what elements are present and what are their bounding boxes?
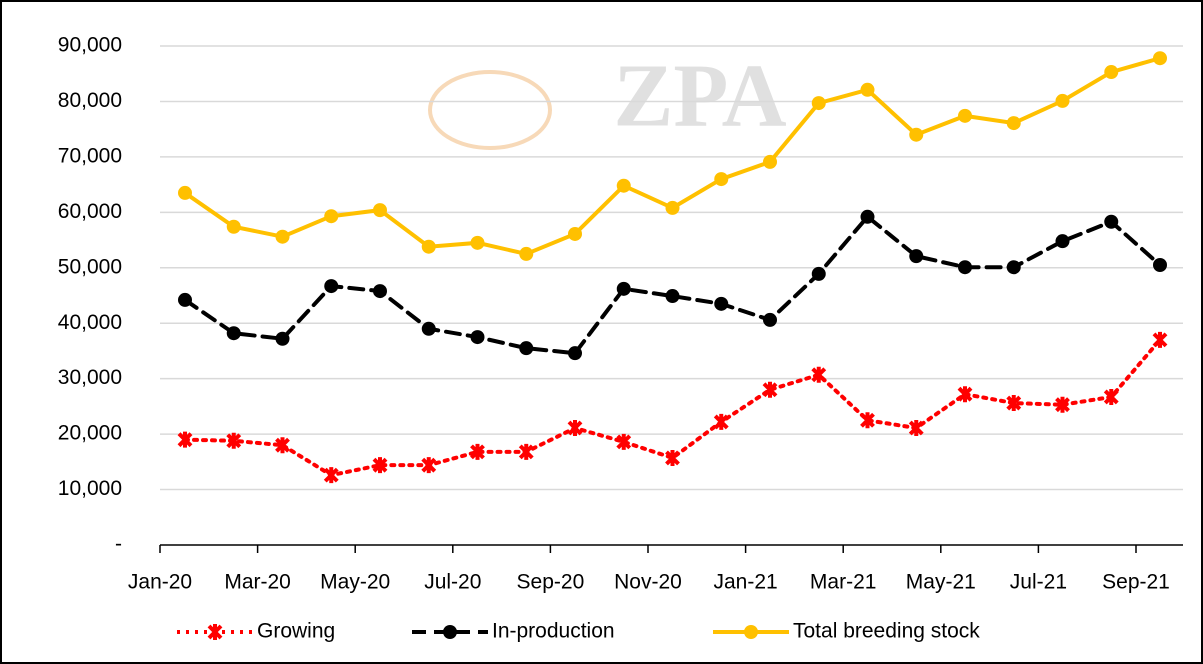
data-point (714, 296, 729, 311)
series-line (183, 213, 1162, 356)
data-point (616, 433, 632, 450)
legend-label: In-production (492, 620, 615, 643)
x-tick-label: Nov-20 (614, 571, 682, 594)
data-point (714, 172, 729, 187)
data-point (567, 420, 583, 437)
x-tick-label: May-20 (320, 571, 390, 594)
x-tick-label: May-21 (906, 571, 976, 594)
data-point (860, 82, 875, 97)
data-point (470, 443, 485, 460)
data-point (909, 127, 924, 142)
data-point (665, 449, 680, 466)
data-point (1104, 65, 1119, 80)
data-point (421, 321, 436, 336)
data-point (275, 331, 290, 346)
data-point (860, 412, 875, 429)
data-point (763, 312, 777, 327)
data-point (763, 154, 777, 169)
data-point (616, 178, 631, 193)
data-point (470, 235, 485, 250)
y-tick-label: 20,000 (58, 422, 122, 445)
data-point (1055, 396, 1070, 413)
x-tick-label: Mar-20 (224, 571, 291, 594)
data-point (568, 346, 582, 361)
data-point (1104, 214, 1119, 229)
data-point (1006, 395, 1022, 412)
x-tick-label: Jan-21 (713, 571, 777, 594)
data-point (811, 96, 826, 111)
data-point (568, 226, 582, 241)
data-point (958, 260, 972, 275)
data-point (1153, 51, 1167, 66)
data-point (178, 185, 192, 200)
data-point (324, 209, 339, 224)
y-tick-label: 50,000 (58, 255, 122, 278)
legend-label: Growing (257, 620, 335, 643)
data-point (275, 437, 290, 454)
data-point (665, 200, 680, 215)
data-point (373, 284, 387, 299)
x-tick-label: Sep-20 (517, 571, 585, 594)
data-point (1103, 388, 1119, 405)
data-point (275, 229, 290, 244)
data-point (226, 432, 242, 449)
legend-marker (207, 624, 223, 640)
data-point (1055, 93, 1070, 108)
data-point (958, 108, 972, 123)
data-point (811, 266, 826, 281)
data-point (226, 326, 241, 341)
y-tick-label: 10,000 (58, 477, 122, 500)
y-tick-label: 40,000 (58, 311, 122, 334)
legend-marker (443, 625, 457, 639)
watermark: ZPA (613, 47, 786, 146)
x-tick-label: Jul-21 (1010, 571, 1067, 594)
data-point (324, 279, 339, 294)
data-point (226, 219, 241, 234)
data-point (518, 443, 534, 460)
data-point (762, 381, 778, 398)
data-point (323, 467, 339, 484)
data-point (909, 249, 924, 264)
data-point (1153, 258, 1167, 273)
data-point (177, 431, 193, 448)
data-point (1006, 116, 1021, 131)
x-tick-label: Jul-20 (424, 571, 481, 594)
legend-label: Total breeding stock (793, 620, 980, 643)
data-point (1006, 260, 1021, 275)
data-point (1152, 331, 1168, 348)
series-line (183, 337, 1162, 478)
data-point (421, 457, 437, 474)
y-tick-label: 60,000 (58, 200, 122, 223)
data-point (811, 366, 827, 383)
data-point (470, 330, 485, 345)
y-tick-label: 90,000 (58, 34, 122, 57)
data-point (665, 289, 680, 304)
y-tick-label: 80,000 (58, 89, 122, 112)
data-point (178, 292, 192, 307)
data-point (957, 386, 973, 403)
data-point (1055, 234, 1070, 249)
data-point (908, 420, 924, 437)
data-point (616, 281, 631, 296)
x-tick-label: Sep-21 (1102, 571, 1170, 594)
data-point (519, 246, 534, 261)
y-tick-label: 30,000 (58, 366, 122, 389)
data-point (713, 413, 729, 430)
watermark-logo (428, 70, 552, 150)
data-point (519, 341, 534, 356)
y-tick-label: 70,000 (58, 144, 122, 167)
data-point (373, 203, 387, 218)
data-point (372, 457, 388, 474)
legend-marker (744, 625, 758, 639)
data-point (421, 239, 436, 254)
data-point (860, 209, 875, 224)
x-tick-label: Jan-20 (128, 571, 192, 594)
x-tick-label: Mar-21 (810, 571, 877, 594)
y-tick-label: - (115, 533, 122, 556)
